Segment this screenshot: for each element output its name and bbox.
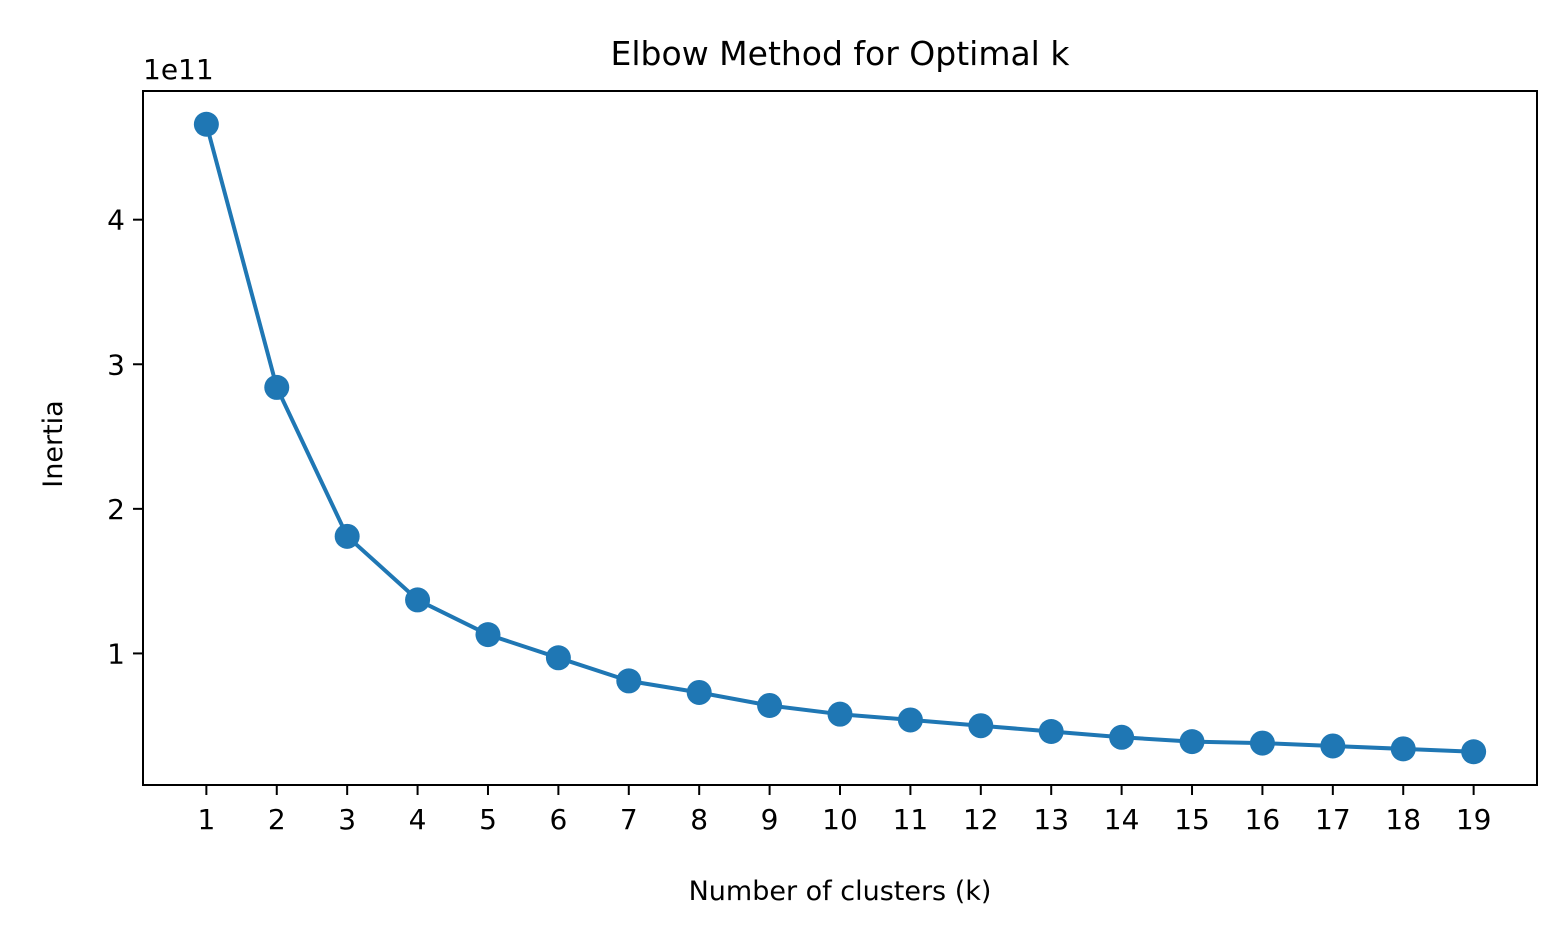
x-tick-label: 4 (409, 803, 427, 836)
y-tick-label: 1 (107, 637, 125, 670)
x-tick-label: 17 (1315, 803, 1351, 836)
x-tick-label: 12 (963, 803, 999, 836)
data-point (264, 374, 290, 400)
data-point (616, 668, 642, 694)
data-point (193, 111, 219, 137)
x-tick-label: 16 (1245, 803, 1281, 836)
data-point (334, 523, 360, 549)
x-tick-label: 10 (822, 803, 858, 836)
y-axis-label: Inertia (38, 400, 69, 487)
x-tick-label: 14 (1104, 803, 1140, 836)
data-point (1179, 729, 1205, 755)
data-point (1390, 736, 1416, 762)
chart-title: Elbow Method for Optimal k (611, 34, 1071, 73)
data-point (686, 679, 712, 705)
data-point (897, 707, 923, 733)
series-line (204, 123, 1474, 754)
data-point (1461, 739, 1487, 765)
y-tick-label: 4 (107, 204, 125, 237)
data-point (827, 701, 853, 727)
x-tick-label: 19 (1456, 803, 1492, 836)
data-point (1249, 730, 1275, 756)
x-tick-label: 8 (690, 803, 708, 836)
x-tick-label: 2 (268, 803, 286, 836)
x-tick-label: 1 (197, 803, 215, 836)
x-tick-label: 9 (761, 803, 779, 836)
x-tick-label: 13 (1033, 803, 1069, 836)
y-offset-text: 1e11 (143, 53, 214, 86)
y-tick-label: 2 (107, 493, 125, 526)
data-point (1038, 719, 1064, 745)
data-point (405, 587, 431, 613)
data-point (968, 713, 994, 739)
x-tick-label: 11 (893, 803, 929, 836)
data-point (1320, 733, 1346, 759)
y-tick-label: 3 (107, 348, 125, 381)
data-point (1109, 724, 1135, 750)
axes-frame (142, 90, 1538, 786)
data-point (475, 622, 501, 648)
x-axis-label: Number of clusters (k) (689, 876, 992, 907)
x-tick-label: 3 (338, 803, 356, 836)
x-tick-label: 15 (1174, 803, 1210, 836)
data-point (545, 645, 571, 671)
data-point (757, 692, 783, 718)
x-tick-label: 6 (549, 803, 567, 836)
x-tick-label: 18 (1385, 803, 1421, 836)
x-tick-label: 7 (620, 803, 638, 836)
x-tick-label: 5 (479, 803, 497, 836)
